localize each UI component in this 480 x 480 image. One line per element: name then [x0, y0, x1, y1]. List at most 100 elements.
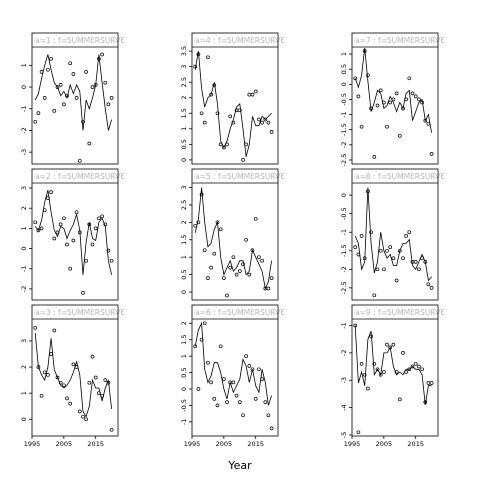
y-tick-label: 0	[180, 387, 188, 391]
y-tick-label: 1	[20, 226, 28, 230]
data-point	[423, 260, 428, 264]
x-tick-label: 2015	[407, 440, 424, 448]
data-point	[33, 220, 38, 225]
series-line	[354, 325, 432, 405]
data-point	[71, 362, 76, 367]
y-tick-label: -0.5	[340, 93, 348, 106]
data-point	[257, 117, 261, 122]
y-tick-label: 0.5	[180, 139, 188, 149]
x-tick-label: 2005	[56, 440, 73, 448]
data-point	[359, 124, 364, 129]
data-point	[241, 158, 245, 162]
panel-border	[31, 168, 119, 301]
data-point	[397, 397, 402, 402]
data-point	[404, 234, 408, 238]
data-point	[202, 248, 207, 253]
strip-background	[352, 305, 438, 319]
data-point	[247, 364, 252, 368]
data-point	[218, 227, 223, 232]
y-tick-label: -2	[340, 350, 348, 356]
data-point	[263, 400, 268, 404]
strip-label: a=1 : f=SUMMERSURVE	[35, 36, 125, 45]
y-tick-label: 2	[20, 206, 28, 210]
series-line	[34, 189, 112, 275]
data-point	[225, 142, 229, 147]
data-point	[359, 361, 364, 366]
panel-3: a=3 : f=SUMMERSURVE 0 1 2 3 1995 2005 2015	[20, 304, 125, 448]
data-point	[93, 226, 98, 231]
data-point	[404, 97, 408, 102]
data-point	[382, 100, 386, 105]
data-point	[90, 242, 95, 247]
y-tick-label: -2	[20, 127, 28, 133]
data-point	[257, 367, 261, 372]
data-point	[222, 377, 226, 381]
data-point	[385, 248, 389, 253]
data-point	[401, 351, 405, 355]
data-point	[244, 237, 248, 242]
data-point	[90, 354, 95, 359]
data-point	[42, 208, 47, 213]
data-point	[97, 56, 101, 61]
data-point	[369, 334, 373, 339]
data-point	[77, 409, 82, 414]
data-point	[52, 109, 57, 113]
series-line	[34, 333, 112, 418]
data-point	[196, 387, 201, 391]
data-point	[206, 276, 210, 280]
data-point	[77, 230, 82, 235]
data-point	[215, 403, 220, 408]
data-point	[413, 260, 418, 264]
data-point	[97, 391, 101, 396]
data-point	[218, 344, 223, 349]
data-point	[366, 386, 370, 391]
panel-2: a=2 : f=SUMMERSURVE -2 -1 0 1 2 3	[20, 168, 125, 301]
data-point	[62, 216, 66, 221]
data-point	[199, 337, 204, 342]
data-point	[423, 118, 428, 123]
series-line	[194, 321, 272, 406]
data-point	[62, 383, 66, 388]
data-point	[429, 381, 434, 385]
y-tick-label: -1.5	[340, 123, 348, 136]
panel-border	[351, 32, 439, 165]
data-point	[55, 375, 60, 380]
series-line	[194, 187, 272, 290]
panel-border	[351, 168, 439, 301]
data-point	[388, 345, 393, 350]
y-tick-label: -0.5	[340, 207, 348, 220]
data-point	[193, 64, 198, 69]
data-point	[36, 228, 41, 233]
data-point	[375, 267, 380, 272]
data-point	[353, 323, 358, 328]
data-point	[244, 354, 248, 358]
data-point	[253, 216, 258, 221]
data-point	[222, 276, 226, 280]
x-tick-label: 1995	[184, 440, 201, 448]
strip-label: a=5 : f=SUMMERSURVE	[195, 172, 285, 181]
data-point	[426, 381, 431, 385]
strip-label: a=4 : f=SUMMERSURVE	[195, 36, 285, 45]
data-point	[209, 265, 213, 270]
data-point	[417, 97, 421, 102]
data-point	[385, 124, 389, 129]
y-tick-label: 3.5	[180, 46, 188, 56]
x-tick-label: 2015	[87, 440, 104, 448]
data-point	[33, 119, 38, 124]
data-point	[109, 258, 114, 263]
data-point	[369, 106, 373, 111]
strip-background	[352, 169, 438, 183]
data-point	[356, 430, 361, 435]
data-point	[260, 258, 264, 263]
data-point	[62, 102, 66, 107]
y-tick-label: 2.5	[180, 200, 188, 210]
data-point	[106, 380, 111, 385]
panel-border	[31, 32, 119, 165]
y-tick-label: 1	[180, 354, 188, 358]
data-point	[87, 141, 92, 146]
data-point	[39, 70, 44, 74]
data-point	[81, 291, 85, 295]
data-point	[196, 52, 201, 57]
data-point	[33, 325, 38, 330]
